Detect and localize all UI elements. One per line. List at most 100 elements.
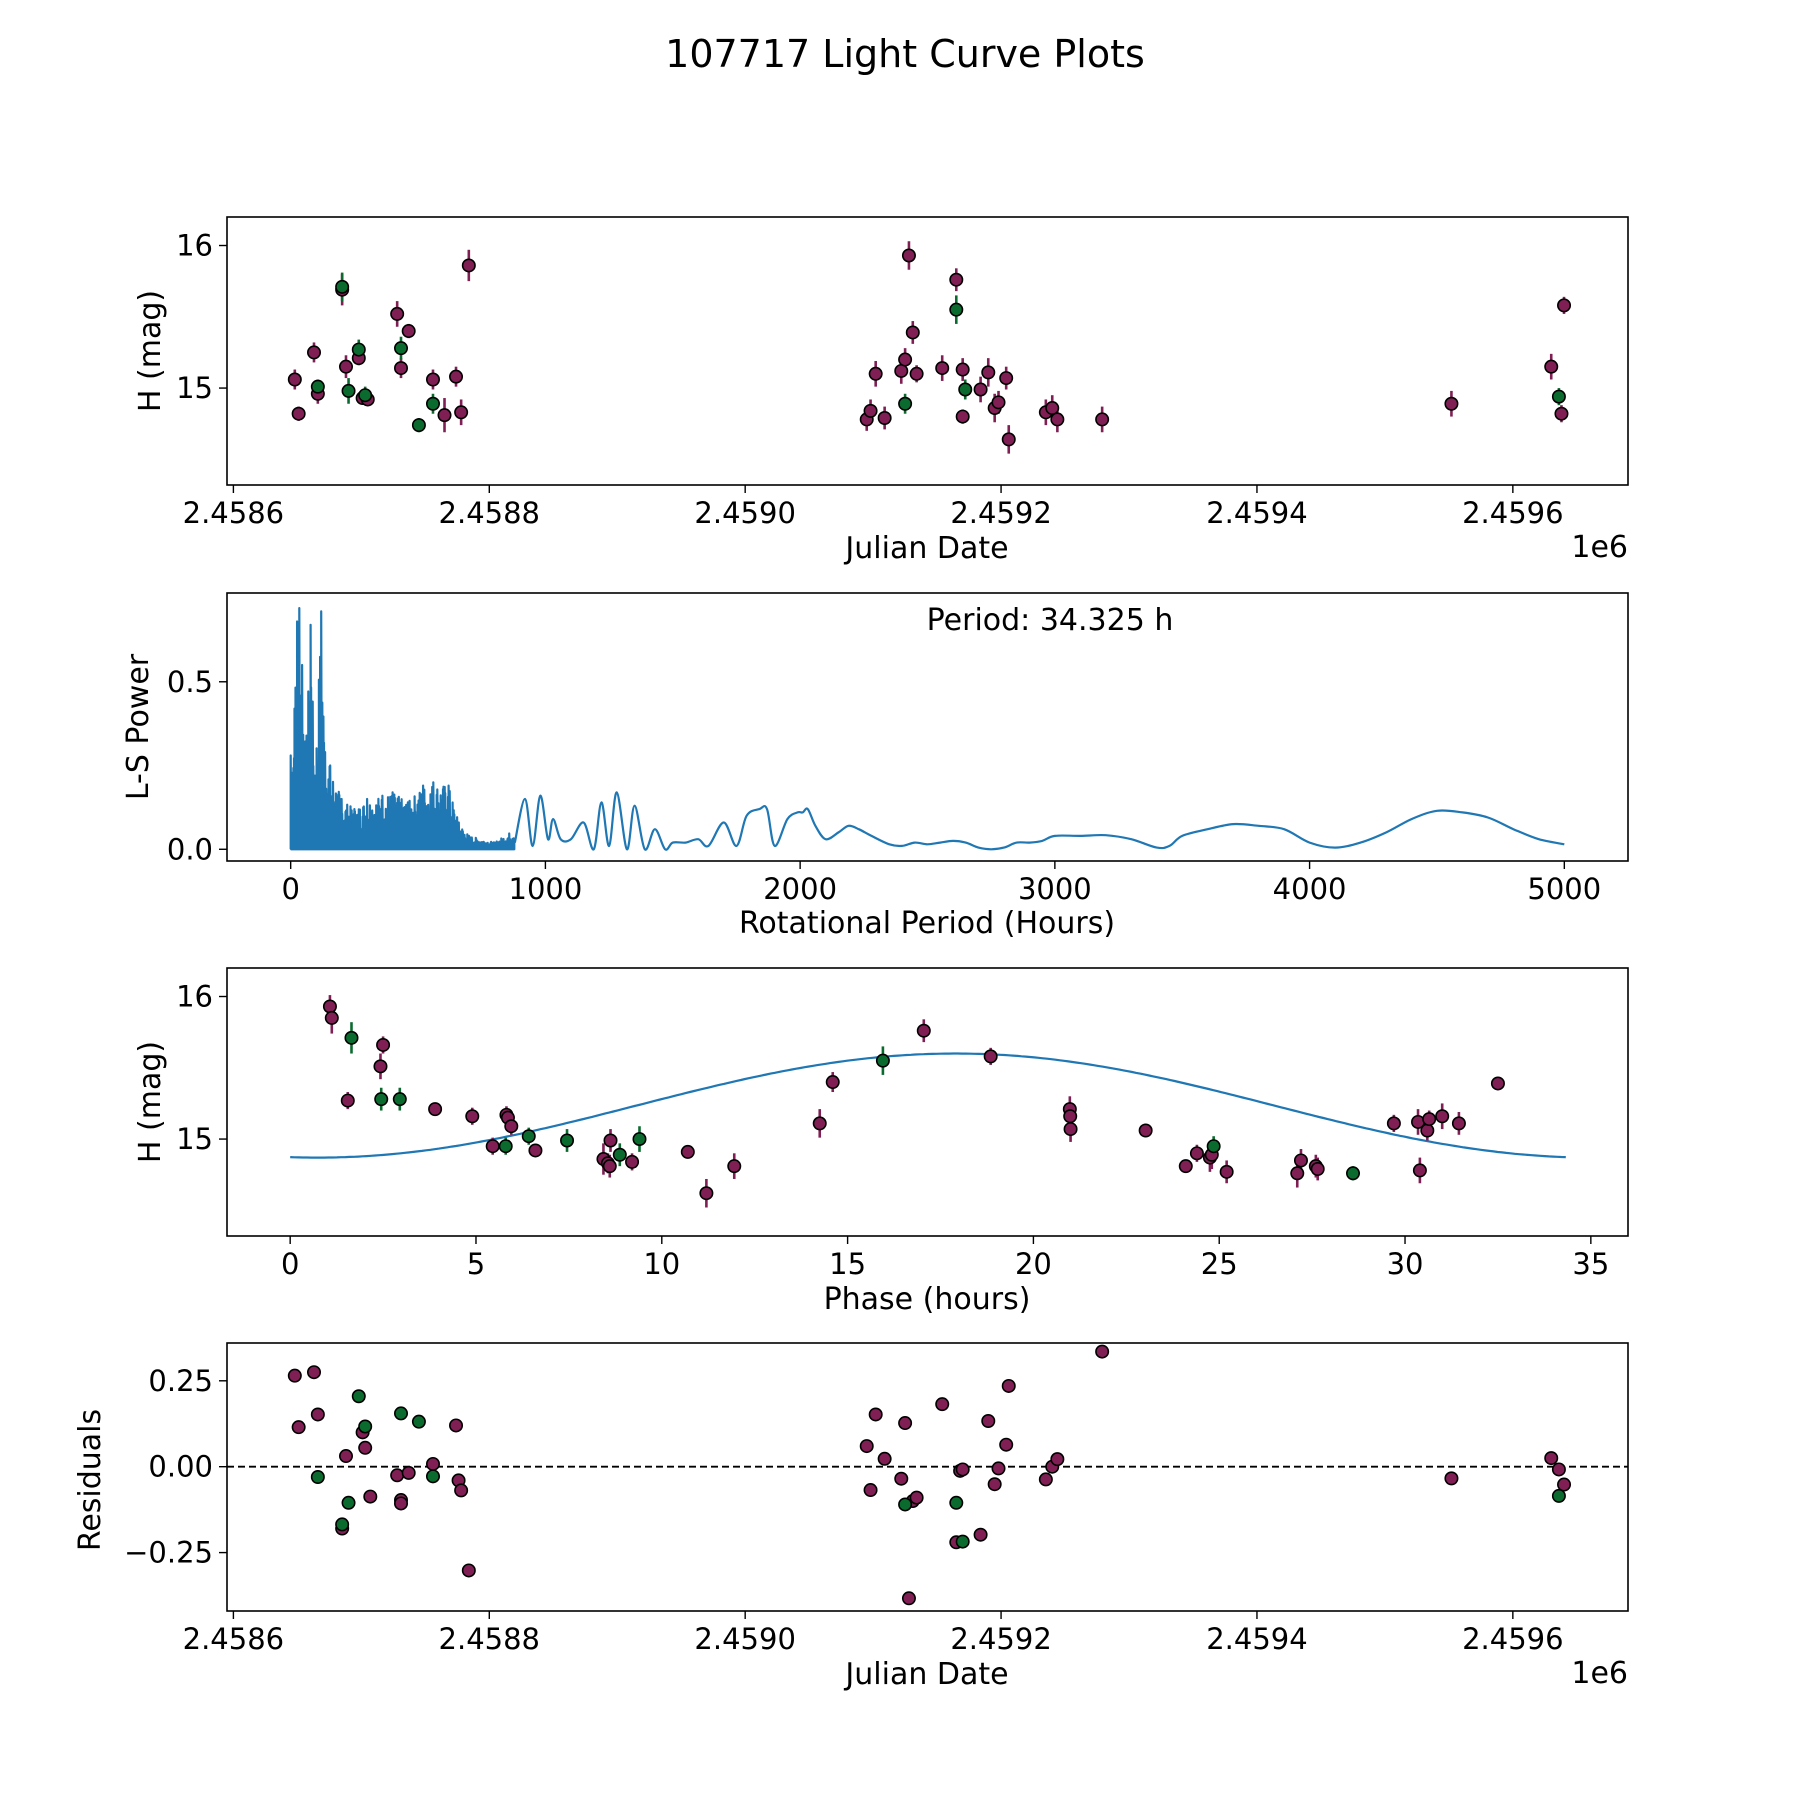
data-point: [1045, 401, 1060, 416]
x-tick-label: 5000: [1527, 872, 1601, 906]
residuals-xlabel: Julian Date: [843, 1657, 1008, 1692]
x-tick-label: 0: [281, 1247, 299, 1281]
residuals-x-offset: 1e6: [1571, 1656, 1628, 1691]
phased-xticks: 0 5 10 15 20 25 30 35: [281, 1236, 1609, 1281]
data-point: [1290, 1166, 1305, 1181]
data-point: [973, 1527, 988, 1542]
data-point: [425, 396, 440, 411]
y-tick-label: 0.0: [167, 832, 213, 866]
data-point: [291, 1420, 306, 1435]
phased-xlabel: Phase (hours): [824, 1282, 1031, 1317]
data-point: [875, 1053, 890, 1068]
lightcurve-xticks: 2.4586 2.4588 2.4590 2.4592 2.4594 2.4596: [183, 485, 1564, 530]
data-point: [1050, 1452, 1065, 1467]
panel-lightcurve: 2.4586 2.4588 2.4590 2.4592 2.4594 2.4596 151…: [133, 216, 1629, 566]
data-point: [291, 406, 306, 421]
data-point: [1422, 1112, 1437, 1127]
data-point: [955, 1462, 970, 1477]
data-point: [898, 396, 913, 411]
data-point: [401, 324, 416, 339]
data-point: [602, 1159, 617, 1174]
data-point: [863, 1483, 878, 1498]
periodogram-xticks: 0 1000 2000 3000 4000 5000: [281, 861, 1601, 906]
y-tick-label: 16: [176, 229, 213, 263]
x-tick-label: 10: [643, 1247, 680, 1281]
data-point: [1386, 1116, 1401, 1131]
data-point: [358, 388, 373, 403]
data-point: [981, 1413, 996, 1428]
x-tick-label: 1000: [509, 872, 583, 906]
data-point: [1451, 1116, 1466, 1131]
data-point: [859, 1439, 874, 1454]
data-point: [1346, 1166, 1361, 1181]
data-point: [449, 369, 464, 384]
lightcurve-marks: [287, 241, 1572, 454]
data-point: [351, 342, 366, 357]
data-point: [390, 1468, 405, 1483]
residuals-ylabel: Residuals: [73, 1409, 108, 1551]
data-point: [1293, 1153, 1308, 1168]
data-point: [1178, 1159, 1193, 1174]
data-point: [363, 1489, 378, 1504]
x-tick-label: 20: [1015, 1247, 1052, 1281]
data-point: [955, 409, 970, 424]
data-point: [307, 1365, 322, 1380]
data-point: [1412, 1163, 1427, 1178]
x-tick-label: 2.4586: [183, 496, 284, 530]
periodogram-plot-area: [289, 607, 1565, 851]
x-tick-label: 2.4592: [950, 496, 1051, 530]
data-point: [1420, 1123, 1435, 1138]
data-point: [987, 1477, 1002, 1492]
x-tick-label: 15: [829, 1247, 866, 1281]
residuals-axes-frame: [226, 1342, 1629, 1612]
y-tick-label: −0.25: [124, 1536, 213, 1570]
data-point: [949, 1495, 964, 1510]
data-point: [401, 1465, 416, 1480]
y-tick-label: 15: [176, 371, 213, 405]
lightcurve-axes-frame: [226, 216, 1629, 486]
data-point: [374, 1092, 389, 1107]
data-point: [1435, 1109, 1450, 1124]
x-tick-label: 0: [281, 872, 299, 906]
data-point: [868, 1407, 883, 1422]
x-tick-label: 2.4586: [183, 1622, 284, 1656]
data-point: [603, 1133, 618, 1148]
data-point: [955, 1534, 970, 1549]
data-point: [428, 1102, 443, 1117]
lightcurve-x-offset: 1e6: [1571, 530, 1628, 565]
data-point: [335, 279, 350, 294]
data-point: [1551, 1488, 1566, 1503]
data-point: [973, 382, 988, 397]
phased-axes-frame: [226, 967, 1629, 1237]
data-point: [560, 1133, 575, 1148]
data-point: [358, 1440, 373, 1455]
data-point: [812, 1116, 827, 1131]
data-point: [392, 1092, 407, 1107]
data-point: [999, 1437, 1014, 1452]
data-point: [935, 1397, 950, 1412]
x-tick-label: 2.4590: [694, 1622, 795, 1656]
data-point: [528, 1143, 543, 1158]
data-point: [949, 302, 964, 317]
x-tick-label: 2.4594: [1206, 1622, 1307, 1656]
data-point: [909, 1490, 924, 1505]
data-point: [680, 1144, 695, 1159]
data-point: [632, 1132, 647, 1147]
lightcurve-ylabel: H (mag): [133, 290, 168, 412]
panel-periodogram: 0 1000 2000 3000 4000 5000 0.0 0.5 Period: 34.…: [121, 592, 1629, 941]
data-point: [1001, 432, 1016, 447]
data-point: [461, 258, 476, 273]
data-point: [1557, 1477, 1572, 1492]
data-point: [341, 383, 356, 398]
data-point: [898, 1497, 913, 1512]
data-point: [877, 1451, 892, 1466]
x-tick-label: 25: [1201, 1247, 1238, 1281]
data-point: [344, 1030, 359, 1045]
data-point: [335, 1517, 350, 1532]
data-point: [287, 1368, 302, 1383]
data-point: [504, 1119, 519, 1134]
periodogram-xlabel: Rotational Period (Hours): [739, 906, 1115, 941]
data-point: [485, 1139, 500, 1154]
